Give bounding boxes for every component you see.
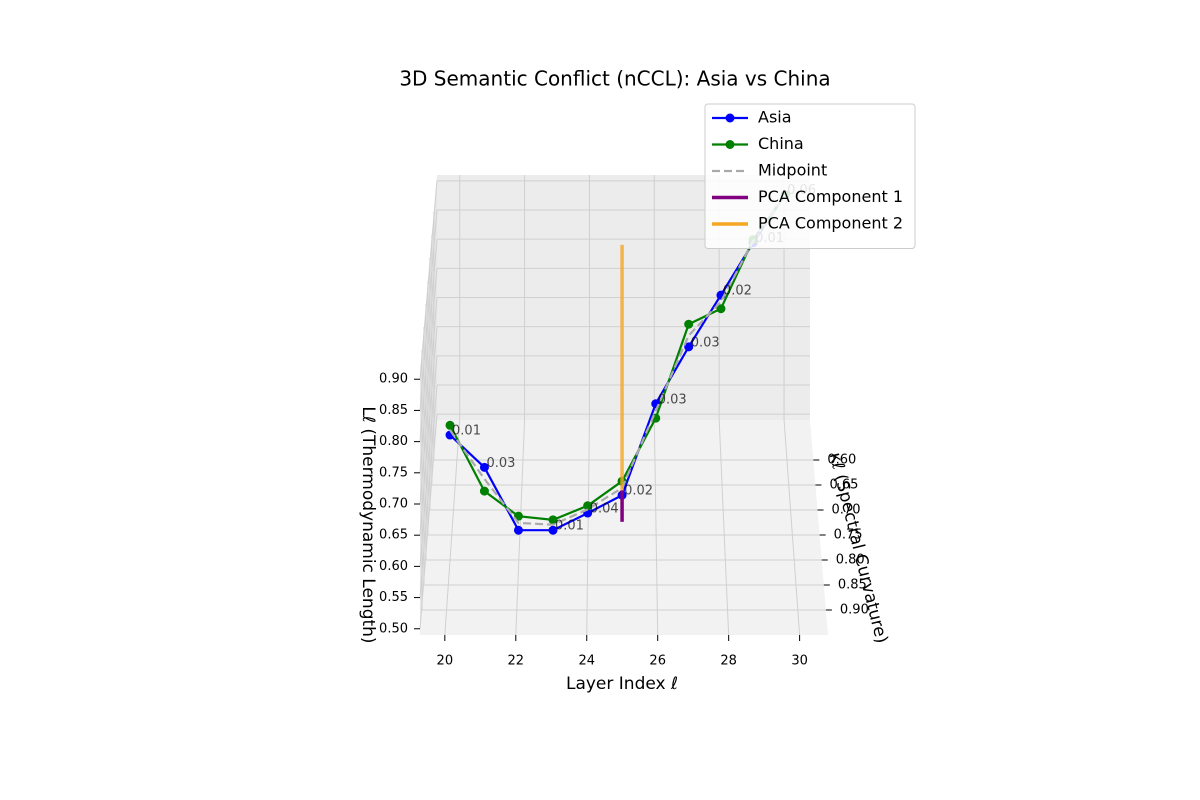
conflict-label: 0.02 xyxy=(624,484,653,499)
z-tick-label: 0.85 xyxy=(379,403,408,418)
grid-line xyxy=(419,297,438,505)
conflict-label: 0.01 xyxy=(452,424,481,439)
legend-label: PCA Component 2 xyxy=(758,214,903,233)
conflict-label: 0.02 xyxy=(723,284,752,299)
z-tick-label: 0.90 xyxy=(379,372,408,387)
legend-marker xyxy=(725,140,735,149)
grid-line xyxy=(419,414,438,629)
x-tick-label: 22 xyxy=(508,654,525,669)
y-tick-label: 0.65 xyxy=(829,478,858,493)
legend-label: Midpoint xyxy=(758,161,827,180)
grid-line xyxy=(419,180,438,380)
series-marker xyxy=(445,420,455,430)
x-tick-label: 28 xyxy=(720,654,737,669)
y-tick-label: 0.75 xyxy=(834,528,863,543)
z-tick-label: 0.65 xyxy=(379,528,408,543)
x-tick-label: 26 xyxy=(649,654,666,669)
series-marker xyxy=(716,304,726,314)
legend-box xyxy=(704,103,916,249)
z-axis-label: Lℓ (Thermodynamic Length) xyxy=(358,406,378,643)
z-tick-label: 0.70 xyxy=(379,497,408,512)
legend-marker xyxy=(725,113,735,123)
z-tick-label: 0.60 xyxy=(379,559,408,574)
grid-line xyxy=(419,326,438,536)
series-marker xyxy=(684,319,694,329)
legend: Asia China Midpoint PCA Component 1 PCA Comp… xyxy=(704,103,916,249)
series-marker xyxy=(684,342,694,352)
conflict-label: 0.04 xyxy=(590,502,619,517)
x-axis-label: Layer Index ℓ xyxy=(566,674,678,694)
series-marker xyxy=(479,462,489,472)
series-marker xyxy=(548,515,558,525)
conflict-label: 0.01 xyxy=(555,519,584,534)
y-tick-label: 0.80 xyxy=(836,553,865,568)
grid-line xyxy=(783,419,801,636)
y-tick-label: 0.70 xyxy=(832,503,861,518)
legend-label: Asia xyxy=(758,108,792,127)
x-tick-label: 24 xyxy=(578,654,595,669)
grid-line xyxy=(718,419,730,636)
series-marker xyxy=(513,525,523,535)
series-marker xyxy=(548,525,558,535)
grid-line xyxy=(653,419,659,636)
grid-line xyxy=(419,209,438,411)
chart-title: 3D Semantic Conflict (nCCL): Asia vs Chi… xyxy=(399,67,830,91)
grid-line xyxy=(444,419,461,636)
y-tick-label: 0.85 xyxy=(838,578,867,593)
grid-line xyxy=(419,384,438,598)
z-tick-label: 0.55 xyxy=(379,590,408,605)
x-tick-label: 20 xyxy=(437,654,454,669)
z-tick-label: 0.80 xyxy=(379,434,408,449)
conflict-label: 0.03 xyxy=(691,335,720,350)
floor-pane xyxy=(420,420,828,635)
conflict-label: 0.03 xyxy=(486,456,515,471)
legend-label: PCA Component 1 xyxy=(758,187,903,206)
grid-line xyxy=(419,355,438,567)
grid-line xyxy=(419,268,438,473)
grid-line xyxy=(586,419,590,636)
y-tick-label: 0.90 xyxy=(840,603,869,618)
x-tick-label: 30 xyxy=(791,654,808,669)
series-marker xyxy=(583,501,593,511)
legend-label: China xyxy=(758,134,804,153)
grid-line xyxy=(419,239,438,442)
series-marker xyxy=(479,486,489,496)
z-tick-label: 0.75 xyxy=(379,465,408,480)
z-tick-label: 0.50 xyxy=(379,621,408,636)
conflict-label: 0.03 xyxy=(658,392,687,407)
y-tick-label: 0.60 xyxy=(827,453,856,468)
